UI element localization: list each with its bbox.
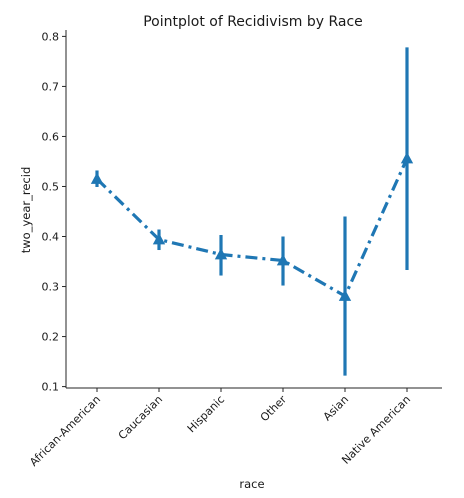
- data-point-marker: [214, 248, 228, 260]
- data-point-marker: [276, 254, 290, 266]
- y-tick-label: 0.2: [42, 331, 60, 344]
- data-point-marker: [400, 151, 414, 164]
- y-tick-label: 0.7: [42, 80, 60, 93]
- y-tick-label: 0.5: [42, 180, 60, 193]
- series-line: [95, 157, 409, 298]
- y-ticks: 0.1 0.2 0.3 0.4 0.5 0.6 0.7 0.8: [42, 30, 66, 394]
- y-tick-label: 0.3: [42, 281, 60, 294]
- x-tick-label: African-American: [27, 393, 103, 469]
- y-axis-label: two_year_recid: [19, 167, 33, 253]
- x-tick-label: Asian: [321, 393, 351, 423]
- y-tick-label: 0.4: [42, 231, 60, 244]
- x-tick-label: Caucasian: [116, 393, 165, 442]
- y-tick-label: 0.1: [42, 381, 60, 394]
- data-point-marker: [338, 289, 352, 301]
- x-axis-label: race: [239, 477, 264, 491]
- error-bars: [95, 47, 409, 376]
- y-tick-label: 0.8: [42, 30, 60, 43]
- x-tick-label: Other: [258, 393, 290, 425]
- plot-area: 0.1 0.2 0.3 0.4 0.5 0.6 0.7 0.8 African-America…: [27, 30, 442, 469]
- y-tick-label: 0.6: [42, 130, 60, 143]
- x-ticks: African-American Caucasian Hispanic Other As…: [27, 388, 413, 469]
- chart-title: Pointplot of Recidivism by Race: [143, 14, 363, 30]
- x-tick-label: Hispanic: [185, 393, 227, 435]
- data-point-marker: [152, 233, 166, 245]
- data-point-marker: [90, 172, 104, 184]
- series-markers: [90, 151, 414, 301]
- x-tick-label: Native American: [339, 393, 413, 467]
